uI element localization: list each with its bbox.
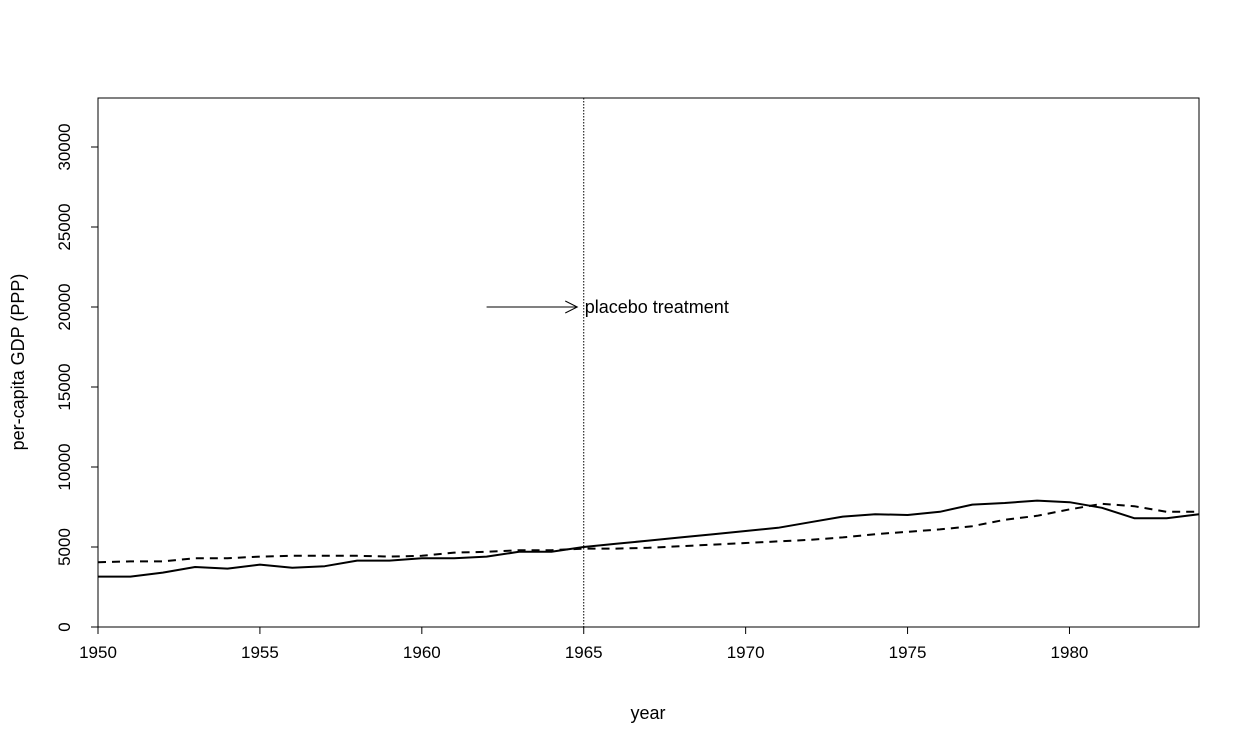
x-tick-label: 1970 xyxy=(727,643,765,662)
x-axis: 1950 1955 1960 1965 1970 1975 1980 xyxy=(79,627,1088,662)
y-axis-title: per-capita GDP (PPP) xyxy=(8,274,28,451)
plot-frame xyxy=(97,97,1200,628)
y-axis: 0 5000 10000 15000 20000 25000 30000 xyxy=(55,123,98,632)
x-tick-label: 1960 xyxy=(403,643,441,662)
annotation-layer: placebo treatment xyxy=(486,297,729,317)
x-tick-label: 1965 xyxy=(565,643,603,662)
annotation-arrowhead xyxy=(565,300,579,314)
series-line-solid xyxy=(98,499,1200,578)
series-layer xyxy=(97,499,1200,578)
series-line-dashed xyxy=(97,502,1199,564)
x-tick-label: 1955 xyxy=(241,643,279,662)
annotation-label: placebo treatment xyxy=(585,297,729,317)
y-tick-label: 0 xyxy=(55,622,74,631)
y-tick-label: 15000 xyxy=(55,363,74,410)
y-tick-label: 20000 xyxy=(55,283,74,330)
y-tick-label: 30000 xyxy=(55,123,74,170)
x-tick-label: 1975 xyxy=(889,643,927,662)
y-tick-label: 5000 xyxy=(55,528,74,566)
x-axis-title: year xyxy=(630,703,665,723)
y-tick-label: 25000 xyxy=(55,203,74,250)
y-tick-label: 10000 xyxy=(55,443,74,490)
x-tick-label: 1950 xyxy=(79,643,117,662)
x-tick-label: 1980 xyxy=(1051,643,1089,662)
